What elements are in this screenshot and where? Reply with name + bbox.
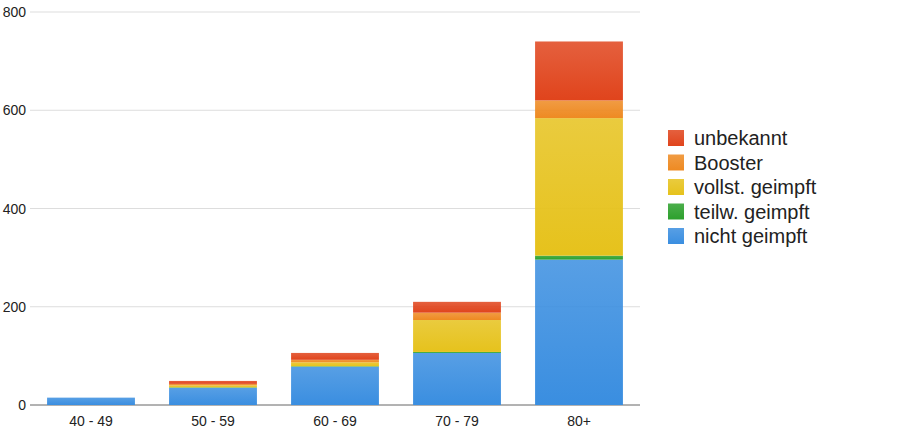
grid-line [30,12,640,13]
x-tick-label: 40 - 49 [69,413,113,429]
bar-segment [535,256,623,260]
legend: unbekannt Boostervollst. geimpft teilw. ge… [668,127,817,247]
y-tick-label: 600 [3,102,27,118]
legend-label: Booster [694,152,763,174]
legend-swatch [668,155,684,171]
bar-segment [291,362,379,366]
bar-segment [47,398,135,405]
y-tick-label: 200 [3,299,27,315]
bar-segment [47,397,135,398]
bar-segment [413,353,501,405]
bar-segment [47,397,135,398]
bars [47,41,623,405]
bar-segment [535,41,623,100]
bar-segment [169,385,257,387]
bar-segment [535,100,623,118]
chart-root: 0 200 400 600 800 40 - 49 50 - 59 60 - 69 70 - 7… [0,0,900,434]
legend-swatch [668,204,684,220]
y-tick-label: 0 [18,397,26,413]
legend-swatch [668,179,684,195]
bar-segment [291,360,379,362]
bar-segment [413,313,501,320]
legend-label: nicht geimpft [694,225,808,247]
bar-segment [169,388,257,405]
legend-label: unbekannt [694,127,788,149]
bar-segment [169,381,257,384]
x-tick-label: 50 - 59 [191,413,235,429]
bar-segment [413,302,501,313]
chart-svg: 0 200 400 600 800 40 - 49 50 - 59 60 - 69 70 - 7… [0,0,900,434]
x-tick-label: 80+ [567,413,591,429]
bar-segment [291,353,379,360]
bar-segment [47,397,135,398]
bar-segment [291,367,379,405]
bar-segment [535,260,623,405]
legend-swatch [668,130,684,146]
bar-segment [413,320,501,352]
y-tick-label: 800 [3,4,27,20]
y-tick-label: 400 [3,201,27,217]
x-tick-label: 60 - 69 [313,413,357,429]
legend-swatch [668,228,684,244]
bar-segment [169,384,257,385]
bar-segment [535,118,623,256]
legend-label: vollst. geimpft [694,176,817,198]
bar-segment [47,397,135,398]
legend-label: teilw. geimpft [694,201,810,223]
x-tick-label: 70 - 79 [435,413,479,429]
grid [30,12,640,405]
